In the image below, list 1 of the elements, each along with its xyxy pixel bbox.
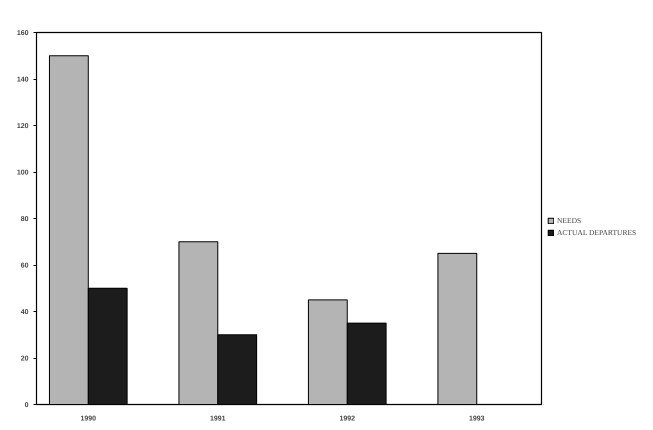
bar [437, 252, 478, 404]
